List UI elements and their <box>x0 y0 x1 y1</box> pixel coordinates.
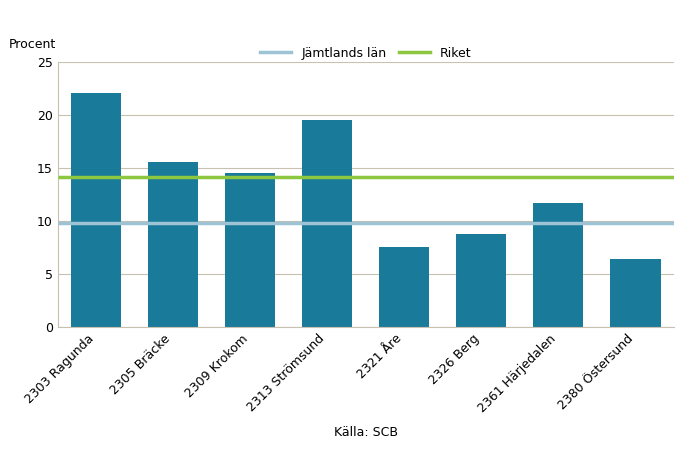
Bar <box>380 247 429 327</box>
Bar <box>456 234 506 327</box>
Bar <box>533 203 584 327</box>
X-axis label: Källa: SCB: Källa: SCB <box>334 426 398 439</box>
Bar <box>610 259 661 327</box>
Legend: Jämtlands län, Riket: Jämtlands län, Riket <box>255 42 477 64</box>
Text: Procent: Procent <box>8 38 56 51</box>
Bar <box>302 120 352 327</box>
Bar <box>71 93 121 327</box>
Bar <box>225 173 276 327</box>
Bar <box>148 162 198 327</box>
